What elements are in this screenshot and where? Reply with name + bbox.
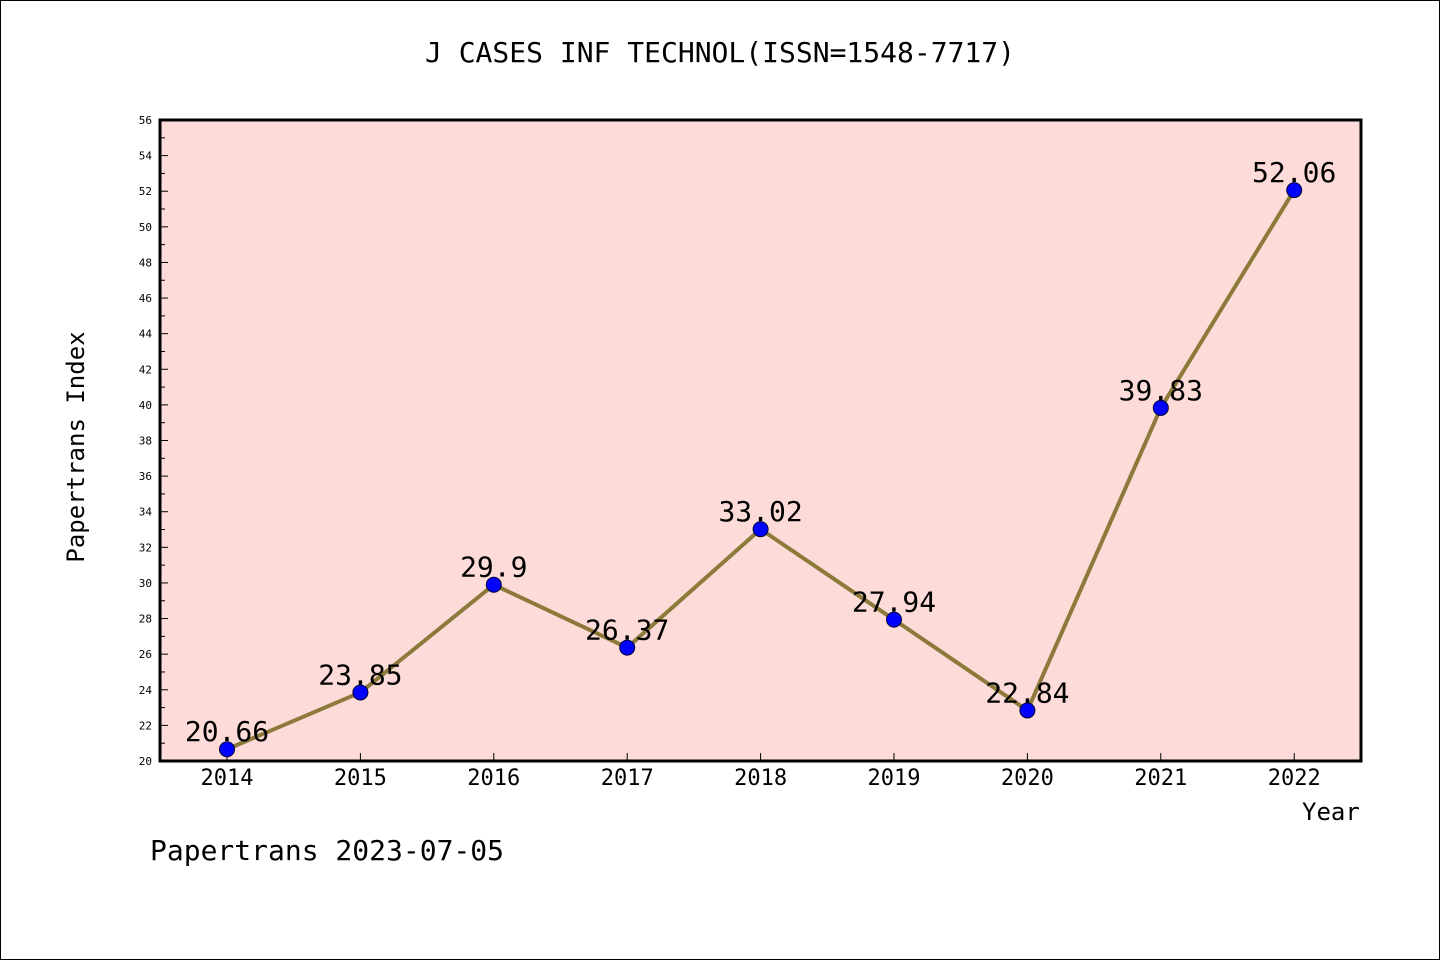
y-tick-label: 40 xyxy=(139,399,152,412)
footer-note: Papertrans 2023-07-05 xyxy=(150,834,505,867)
data-point xyxy=(1019,702,1036,719)
x-tick-label: 2016 xyxy=(467,766,520,791)
data-point xyxy=(485,576,502,593)
data-label: 20.66 xyxy=(185,715,269,748)
y-tick-label: 36 xyxy=(139,470,152,483)
data-label: 22.84 xyxy=(985,676,1069,709)
data-label: 29.9 xyxy=(460,551,527,584)
data-point xyxy=(1152,399,1169,416)
data-label: 26.37 xyxy=(585,614,669,647)
y-tick-label: 46 xyxy=(139,292,152,305)
y-tick-label: 54 xyxy=(139,150,153,163)
y-tick-label: 34 xyxy=(139,506,153,519)
y-tick-label: 38 xyxy=(139,435,152,448)
plot-background xyxy=(160,120,1361,761)
y-tick-label: 50 xyxy=(139,221,152,234)
y-tick-label: 56 xyxy=(139,114,152,127)
y-tick-label: 30 xyxy=(139,577,152,590)
y-tick-label: 26 xyxy=(139,648,152,661)
y-tick-label: 20 xyxy=(139,755,152,768)
plot-border xyxy=(158,118,1363,763)
x-tick-label: 2014 xyxy=(201,766,254,791)
y-tick-label: 22 xyxy=(139,719,152,732)
x-tick-label: 2017 xyxy=(601,766,654,791)
x-tick-label: 2020 xyxy=(1001,766,1054,791)
y-tick-label: 52 xyxy=(139,185,152,198)
y-tick-label: 44 xyxy=(139,328,153,341)
data-label: 39.83 xyxy=(1119,374,1203,407)
x-tick-label: 2021 xyxy=(1134,766,1187,791)
x-tick-label: 2019 xyxy=(868,766,921,791)
x-tick-label: 2015 xyxy=(334,766,387,791)
data-point xyxy=(619,639,636,656)
x-tick-label: 2022 xyxy=(1268,766,1321,791)
data-point xyxy=(219,741,235,758)
y-tick-label: 24 xyxy=(139,684,153,697)
data-point xyxy=(886,611,902,628)
data-point xyxy=(752,521,769,538)
data-label: 33.02 xyxy=(718,495,802,528)
data-label: 23.85 xyxy=(318,658,402,691)
chart-title: J CASES INF TECHNOL(ISSN=1548-7717) xyxy=(424,36,1015,69)
x-tick-label: 2018 xyxy=(734,766,787,791)
data-label: 52.06 xyxy=(1252,156,1336,189)
y-tick-label: 28 xyxy=(139,613,152,626)
y-tick-label: 42 xyxy=(139,363,152,376)
y-tick-label: 32 xyxy=(139,541,152,554)
data-label: 27.94 xyxy=(852,586,936,619)
data-point xyxy=(352,684,369,701)
x-axis-label: Year xyxy=(1302,798,1360,826)
data-point xyxy=(1286,182,1303,199)
y-tick-label: 48 xyxy=(139,256,152,269)
